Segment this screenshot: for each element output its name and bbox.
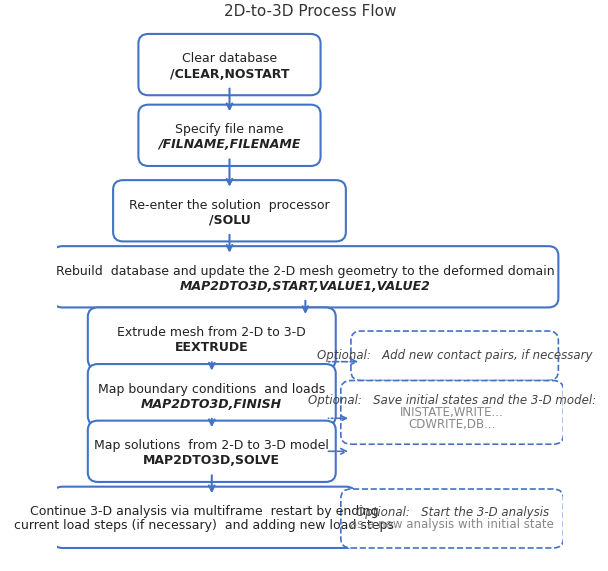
Text: as a new analysis with initial state: as a new analysis with initial state (350, 518, 554, 531)
FancyBboxPatch shape (341, 380, 564, 444)
Text: /SOLU: /SOLU (209, 214, 250, 227)
FancyBboxPatch shape (113, 180, 346, 242)
FancyBboxPatch shape (341, 489, 564, 548)
Text: Specify file name: Specify file name (175, 123, 284, 136)
Text: Rebuild  database and update the 2-D mesh geometry to the deformed domain: Rebuild database and update the 2-D mesh… (56, 264, 554, 278)
Text: /CLEAR,NOSTART: /CLEAR,NOSTART (170, 67, 289, 81)
Text: MAP2DTO3D,START,VALUE1,VALUE2: MAP2DTO3D,START,VALUE1,VALUE2 (180, 280, 431, 293)
Text: CDWRITE,DB...: CDWRITE,DB... (409, 417, 496, 431)
FancyBboxPatch shape (52, 486, 356, 548)
Text: Continue 3-D analysis via multiframe  restart by ending: Continue 3-D analysis via multiframe res… (30, 505, 379, 518)
FancyBboxPatch shape (139, 104, 320, 166)
FancyBboxPatch shape (52, 246, 558, 307)
Text: Re-enter the solution  processor: Re-enter the solution processor (129, 199, 330, 212)
Text: EEXTRUDE: EEXTRUDE (175, 341, 249, 354)
FancyBboxPatch shape (88, 421, 336, 482)
Text: current load steps (if necessary)  and adding new load steps: current load steps (if necessary) and ad… (14, 519, 394, 532)
Text: Clear database: Clear database (182, 53, 277, 66)
Text: Optional:   Add new contact pairs, if necessary: Optional: Add new contact pairs, if nece… (317, 349, 592, 362)
FancyBboxPatch shape (351, 331, 558, 380)
FancyBboxPatch shape (88, 307, 336, 369)
FancyBboxPatch shape (88, 364, 336, 425)
Text: Optional:   Save initial states and the 3-D model:: Optional: Save initial states and the 3-… (308, 394, 596, 407)
Text: /FILNAME,FILENAME: /FILNAME,FILENAME (158, 138, 301, 151)
Text: Extrude mesh from 2-D to 3-D: Extrude mesh from 2-D to 3-D (117, 326, 306, 339)
Text: MAP2DTO3D,FINISH: MAP2DTO3D,FINISH (141, 397, 282, 411)
Text: Map boundary conditions  and loads: Map boundary conditions and loads (98, 383, 325, 396)
FancyBboxPatch shape (139, 34, 320, 95)
Text: INISTATE,WRITE...: INISTATE,WRITE... (400, 406, 504, 419)
Text: Map solutions  from 2-D to 3-D model: Map solutions from 2-D to 3-D model (94, 439, 329, 452)
Text: Optional:   Start the 3-D analysis: Optional: Start the 3-D analysis (356, 506, 548, 519)
Text: MAP2DTO3D,SOLVE: MAP2DTO3D,SOLVE (143, 454, 280, 467)
Title: 2D-to-3D Process Flow: 2D-to-3D Process Flow (224, 4, 396, 19)
